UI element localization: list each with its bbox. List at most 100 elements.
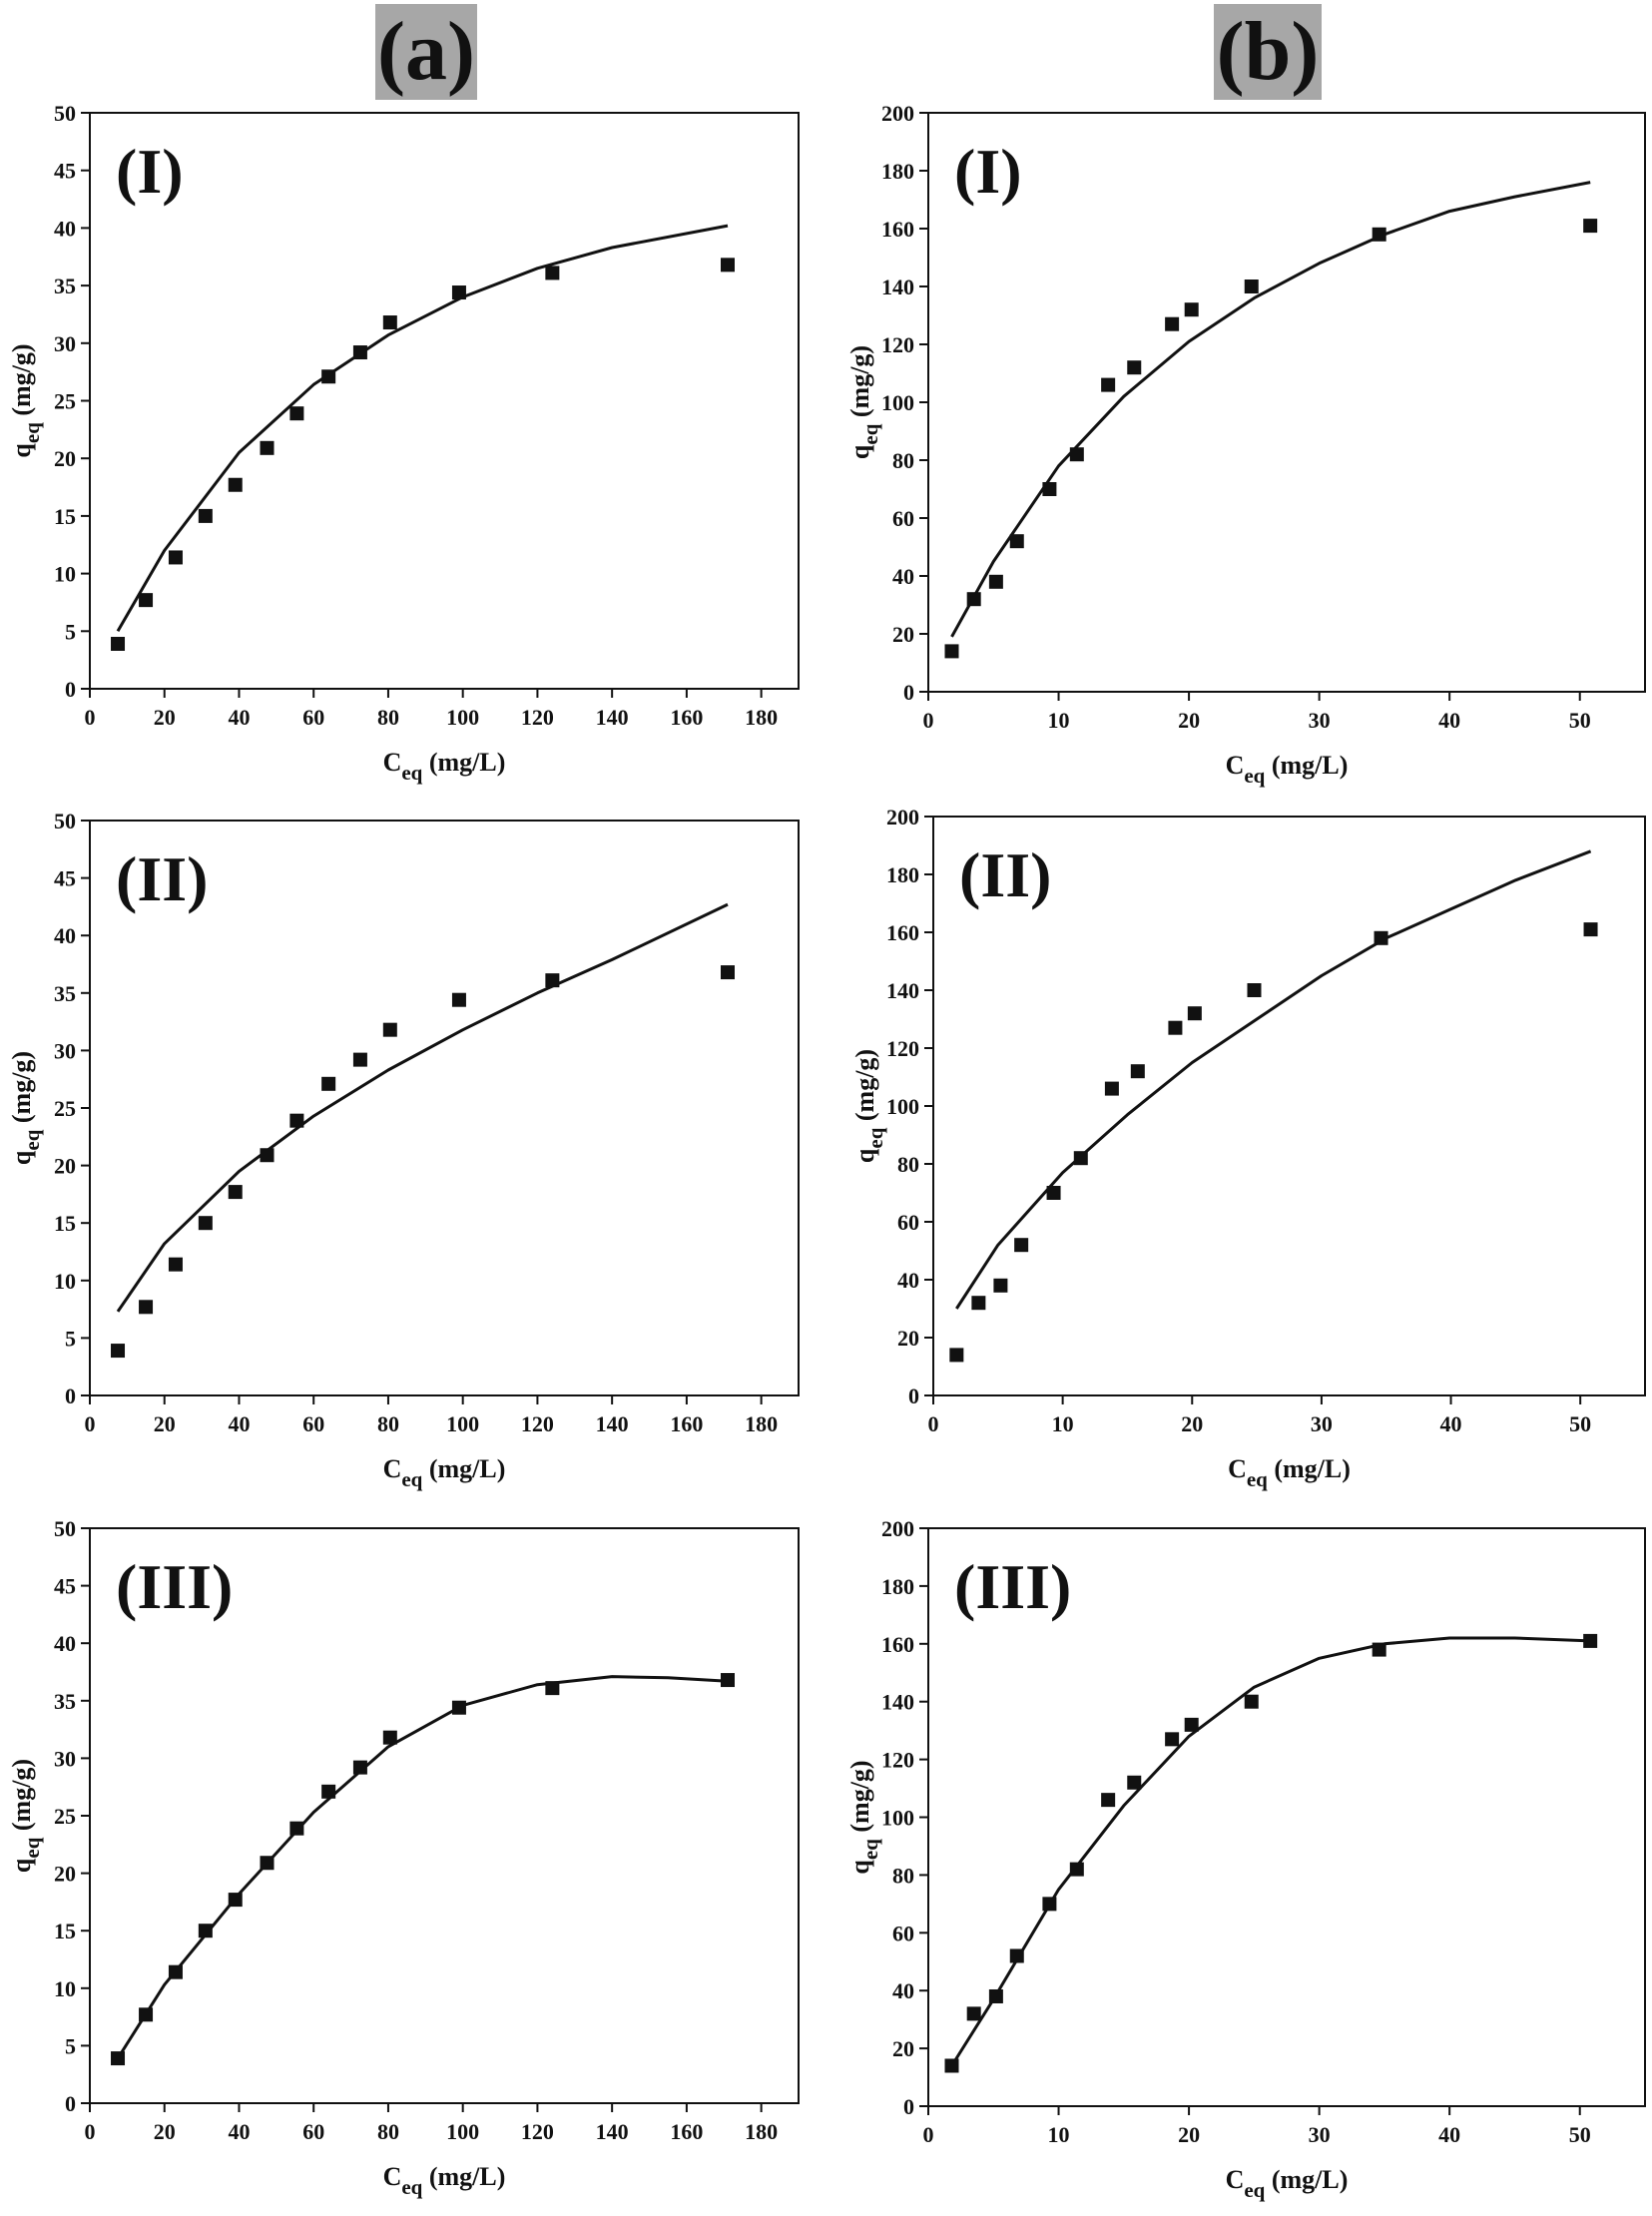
panel-label-a-I: (I) <box>116 136 184 207</box>
fit-curve-b-I <box>950 181 1591 638</box>
x-tick-label: 100 <box>446 2119 479 2144</box>
y-tick-label: 50 <box>54 809 76 833</box>
data-point <box>260 1856 275 1871</box>
x-tick-label: 0 <box>923 2122 934 2147</box>
y-tick-label: 0 <box>903 2094 914 2119</box>
data-point <box>1165 316 1180 331</box>
x-tick-label: 80 <box>377 1411 399 1436</box>
data-point <box>1009 534 1024 549</box>
x-tick-label: 20 <box>154 1411 176 1436</box>
data-point <box>451 992 466 1007</box>
y-tick-label: 10 <box>54 1976 76 2001</box>
x-tick-label: 50 <box>1569 1411 1591 1436</box>
panel-label-b-III: (III) <box>954 1551 1071 1622</box>
fit-curve-b-II <box>955 849 1592 1310</box>
x-tick-label: 120 <box>521 1411 554 1436</box>
y-tick-label: 100 <box>886 1094 919 1119</box>
data-point <box>1104 1081 1119 1096</box>
y-tick-label: 0 <box>65 1384 76 1408</box>
y-tick-label: 20 <box>54 1862 76 1887</box>
y-tick-label: 140 <box>886 978 919 1003</box>
data-point <box>111 1344 126 1359</box>
y-tick-label: 10 <box>54 1269 76 1294</box>
y-tick-label: 40 <box>892 564 914 589</box>
y-tick-label: 0 <box>65 2091 76 2116</box>
column-header-a: (a) <box>375 4 477 100</box>
y-tick-label: 15 <box>54 1919 76 1943</box>
y-tick-label: 40 <box>54 923 76 948</box>
y-tick-label: 5 <box>65 619 76 644</box>
x-tick-label: 120 <box>521 705 554 730</box>
data-point <box>289 1821 304 1836</box>
chart-a-I: 0 20 40 60 80 100 120 140 160 180 0 5 10 15 20 25 30 35 40… <box>7 101 800 785</box>
data-point <box>228 1893 243 1908</box>
chart-b-I: 0 10 20 30 40 50 0 20 40 60 80 100 120 140 160 180 200 Ce… <box>845 101 1646 788</box>
data-point <box>168 1257 183 1272</box>
y-tick-label: 25 <box>54 1804 76 1829</box>
x-axis-label: Ceq (mg/L) <box>1226 751 1349 788</box>
data-point <box>988 1988 1003 2003</box>
y-tick-label: 30 <box>54 1038 76 1063</box>
y-tick-label: 200 <box>886 805 919 830</box>
x-tick-label: 40 <box>228 705 250 730</box>
data-point <box>382 1022 397 1037</box>
x-tick-label: 0 <box>85 705 96 730</box>
data-point <box>1009 1948 1024 1963</box>
data-point <box>1069 447 1084 462</box>
x-tick-label: 0 <box>928 1411 939 1436</box>
data-point <box>1187 1006 1202 1021</box>
data-point <box>1244 1694 1259 1709</box>
data-point <box>1184 1717 1199 1732</box>
x-tick-label: 30 <box>1309 708 1331 733</box>
y-axis-label: qeq (mg/g) <box>845 1760 882 1874</box>
x-axis-label: Ceq (mg/L) <box>383 748 506 785</box>
panel-label-b-I: (I) <box>954 136 1022 207</box>
data-point <box>1247 983 1262 997</box>
data-point <box>1130 1064 1145 1079</box>
data-point <box>1168 1020 1183 1035</box>
x-axis-label: Ceq (mg/L) <box>383 1454 506 1491</box>
data-point <box>1127 360 1142 375</box>
y-tick-label: 5 <box>65 2033 76 2058</box>
column-header-b: (b) <box>1214 4 1322 100</box>
y-tick-label: 35 <box>54 274 76 298</box>
data-point <box>545 973 560 988</box>
x-tick-label: 30 <box>1311 1411 1333 1436</box>
y-axis-label: qeq (mg/g) <box>7 1759 44 1873</box>
data-point <box>721 965 735 980</box>
data-point <box>1073 1151 1088 1166</box>
x-tick-label: 40 <box>1440 1411 1462 1436</box>
y-tick-label: 60 <box>892 1921 914 1945</box>
data-point <box>260 1148 275 1163</box>
x-tick-label: 0 <box>923 708 934 733</box>
data-point <box>289 1113 304 1128</box>
y-tick-label: 80 <box>892 1863 914 1888</box>
y-tick-label: 15 <box>54 1211 76 1236</box>
data-point <box>1069 1862 1084 1877</box>
y-tick-label: 40 <box>897 1268 919 1293</box>
data-point <box>111 2051 126 2066</box>
y-tick-label: 30 <box>54 331 76 356</box>
data-point <box>1583 219 1598 234</box>
y-tick-label: 20 <box>892 2036 914 2061</box>
data-point <box>1042 1897 1057 1912</box>
x-tick-label: 60 <box>302 2119 324 2144</box>
data-point <box>382 1730 397 1745</box>
x-tick-label: 160 <box>670 2119 703 2144</box>
y-tick-label: 20 <box>892 622 914 647</box>
data-point <box>168 1964 183 1979</box>
data-point <box>451 285 466 300</box>
y-tick-label: 120 <box>881 332 914 357</box>
x-tick-label: 140 <box>596 705 629 730</box>
x-tick-label: 40 <box>1438 708 1460 733</box>
y-tick-label: 40 <box>54 216 76 241</box>
data-point <box>1127 1775 1142 1790</box>
x-tick-label: 20 <box>154 2119 176 2144</box>
data-point <box>988 574 1003 589</box>
data-point <box>228 1185 243 1200</box>
data-point <box>139 2007 154 2022</box>
panel-label-b-II: (II) <box>959 839 1051 910</box>
y-tick-label: 100 <box>881 390 914 415</box>
x-tick-label: 80 <box>377 2119 399 2144</box>
x-tick-label: 140 <box>596 1411 629 1436</box>
